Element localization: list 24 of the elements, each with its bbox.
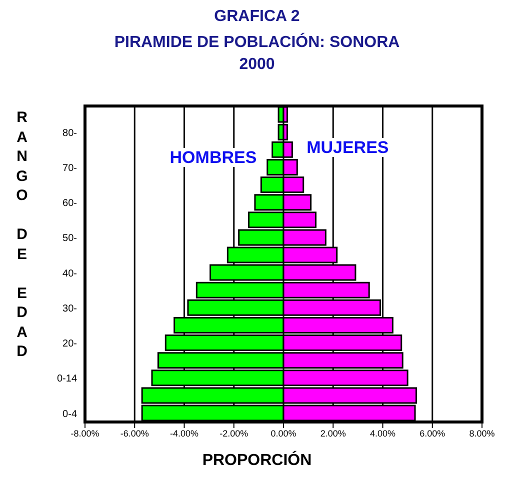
x-tick-label: 8.00% [469,428,495,438]
y-tick-label: 40- [62,268,77,280]
x-tick-label: -6.00% [120,428,149,438]
y-tick-label: 50- [62,233,77,244]
x-tick-label: 6.00% [420,428,446,438]
y-tick-label: 0-4 [62,408,78,420]
x-tick-label: -8.00% [70,428,100,438]
chart-subtitle: PIRAMIDE DE POBLACIÓN: SONORA 2000 [113,32,401,75]
chart-title: GRAFICA 2 [213,8,301,26]
y-tick-label: 60- [62,198,77,210]
x-tick-label: -4.00% [170,428,199,438]
series-label: HOMBRES [166,148,257,167]
y-tick-label: 80- [62,128,77,139]
y-tick-label: 20- [62,338,77,350]
y-tick-label: 30- [62,303,77,314]
y-tick-label: 0-14 [56,374,78,385]
x-tick-label: 0.00% [270,428,296,438]
x-tick-label: 4.00% [370,428,396,438]
series-label: MUJERES [306,138,397,157]
x-tick-label: 2.00% [320,428,346,438]
text: RANGO DE EDAD [16,109,28,360]
x-tick-label: -2.00% [220,428,248,438]
x-axis-title: PROPORCIÓN [201,452,313,470]
y-tick-label: 70- [62,162,77,174]
